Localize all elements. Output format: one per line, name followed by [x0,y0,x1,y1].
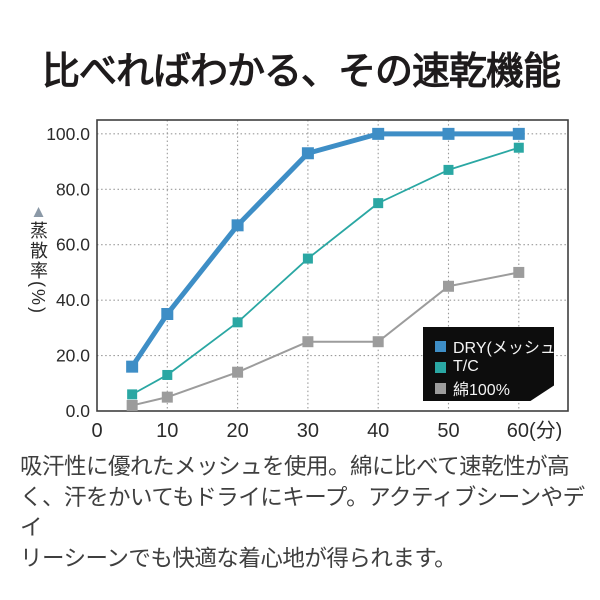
data-point-marker [231,219,244,232]
data-point-marker [301,147,314,160]
data-point-marker [302,336,314,348]
data-point-marker [512,127,525,140]
data-point-marker [232,317,243,328]
data-point-marker [161,308,174,320]
data-point-marker [161,391,173,403]
y-axis-title: ▲蒸散率(%) [28,202,48,315]
up-triangle-icon: ▲ [29,202,48,221]
legend-label: 綿100% [453,382,510,399]
data-point-marker [127,389,138,400]
x-tick-label: 20 [226,420,248,442]
x-tick-label: 0 [91,420,102,442]
x-tick-label: 50 [437,420,459,442]
description-line: リーシーンでも快適な着心地が得られます。 [20,545,457,571]
data-point-marker [232,366,244,378]
x-tick-label: 40 [367,420,389,442]
legend-item: 綿100% [435,376,554,400]
data-point-marker [442,127,455,140]
data-point-marker [443,164,454,175]
y-tick-label: 20.0 [56,346,90,366]
x-tick-label: 60(分) [507,419,563,442]
data-point-marker [162,369,173,380]
data-point-marker [372,127,385,140]
y-tick-label: 40.0 [56,290,90,310]
legend-swatch-icon [435,340,446,352]
evaporation-rate-chart: 0.0 20.0 40.0 60.0 80.0 100.0 0 10 20 30 40 50 60(分) [46,119,569,442]
y-tick-label: 0.0 [66,401,91,421]
chart-legend: DRY(メッシュ) T/C 綿100% [423,327,554,401]
page-title: 比べればわかる、その速乾機能 [42,51,561,93]
description-line: 吸汗性に優れたメッシュを使用。綿に比べて速乾性が高 [20,454,570,479]
data-point-marker [126,360,139,373]
x-tick-label: 30 [297,420,319,442]
y-axis-label: 蒸散率(%) [28,221,48,315]
data-point-marker [126,399,138,411]
y-tick-label: 100.0 [46,124,90,144]
legend-swatch-icon [435,382,446,394]
legend-label: DRY(メッシュ) [453,340,562,357]
legend-item: DRY(メッシュ) [435,334,554,358]
data-point-marker [302,253,313,264]
data-point-marker [442,280,454,292]
description-line: く、汗をかいてもドライにキープ。アクティブシーンやデイ [20,484,585,541]
data-point-marker [372,336,384,348]
data-point-marker [373,198,384,209]
plot-border [96,119,569,412]
data-point-marker [513,142,524,153]
legend-swatch-icon [435,361,446,373]
description-text: 吸汗性に優れたメッシュを使用。綿に比べて速乾性が高く、汗をかいてもドライにキープ… [20,452,590,574]
legend-label: T/C [453,358,479,375]
y-tick-label: 80.0 [56,179,90,199]
data-point-marker [513,266,525,278]
y-tick-label: 60.0 [56,235,90,255]
legend-item: T/C [435,358,554,376]
x-tick-label: 10 [156,420,178,442]
